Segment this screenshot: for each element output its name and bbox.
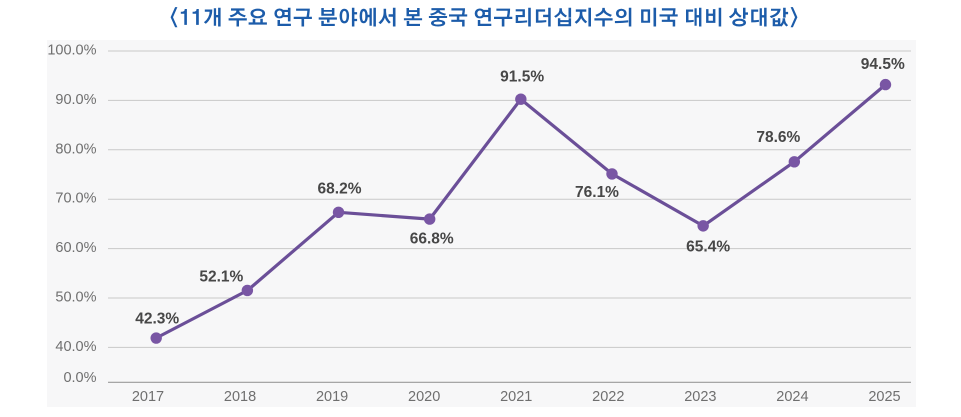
data-point-marker	[697, 220, 709, 232]
y-axis-tick-label: 70.0%	[55, 191, 96, 207]
data-point-marker	[423, 213, 436, 225]
data-point-marker	[879, 78, 892, 91]
y-axis-tick-label: 40.0%	[55, 339, 96, 355]
data-point-value-label: 78.6%	[756, 129, 800, 146]
data-point-marker	[332, 206, 345, 218]
data-point-marker	[515, 93, 527, 105]
chart-title: 〈11개 주요 연구 분야에서 본 중국 연구리더십지수의 미국 대비 상대값〉	[0, 0, 961, 34]
x-axis-tick-label: 2017	[132, 389, 164, 405]
data-point-value-label: 91.5%	[500, 69, 544, 86]
x-axis-tick-label: 2021	[500, 389, 532, 405]
data-point-value-label: 68.2%	[318, 180, 362, 197]
data-point-value-label: 94.5%	[861, 56, 905, 73]
data-point-value-label: 52.1%	[199, 268, 243, 285]
chart-title-glyphs	[170, 7, 798, 28]
data-point-marker	[241, 284, 254, 297]
y-axis-tick-label: 50.0%	[55, 290, 96, 306]
data-point-value-label: 65.4%	[686, 239, 730, 256]
y-axis-tick-label: 90.0%	[55, 92, 96, 108]
y-axis-tick-label: 0.0%	[63, 370, 96, 386]
data-point-marker	[606, 168, 618, 180]
x-axis-tick-label: 2018	[224, 389, 256, 405]
y-axis-tick-label: 60.0%	[55, 240, 96, 256]
x-axis-tick-label: 2022	[592, 389, 624, 405]
data-point-value-label: 42.3%	[135, 311, 179, 328]
x-axis-tick-label: 2019	[316, 389, 348, 405]
data-point-value-label: 76.1%	[575, 184, 619, 201]
plot-area	[47, 40, 916, 407]
data-point-marker	[150, 332, 162, 344]
y-axis-tick-label: 100.0%	[47, 43, 96, 59]
x-axis-tick-label: 2023	[684, 389, 716, 405]
x-axis-tick-label: 2024	[776, 389, 808, 405]
data-point-value-label: 66.8%	[410, 231, 454, 248]
x-axis-tick-label: 2020	[408, 389, 440, 405]
data-point-marker	[788, 156, 801, 168]
x-axis-tick-label: 2025	[868, 389, 900, 405]
y-axis-tick-label: 80.0%	[55, 141, 96, 157]
